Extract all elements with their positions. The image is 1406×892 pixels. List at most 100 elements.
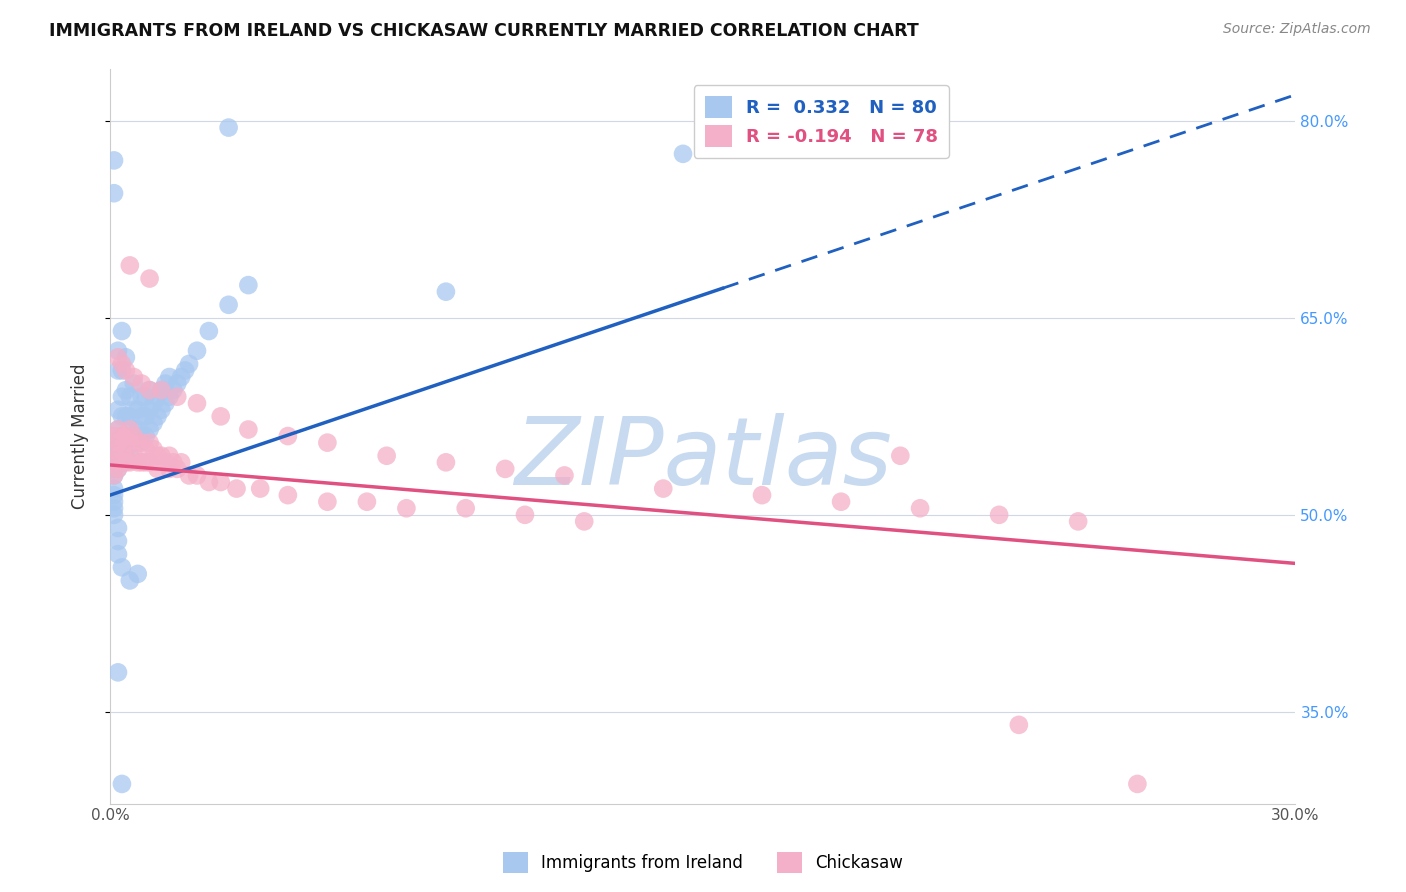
Point <box>107 435 129 450</box>
Point <box>135 442 157 457</box>
Point <box>107 435 129 450</box>
Point <box>111 560 134 574</box>
Point <box>103 449 125 463</box>
Text: IMMIGRANTS FROM IRELAND VS CHICKASAW CURRENTLY MARRIED CORRELATION CHART: IMMIGRANTS FROM IRELAND VS CHICKASAW CUR… <box>49 22 920 40</box>
Point <box>131 376 153 391</box>
Point <box>127 435 149 450</box>
Point <box>277 429 299 443</box>
Point <box>111 363 134 377</box>
Point <box>1008 718 1031 732</box>
Point <box>122 370 145 384</box>
Point <box>209 409 232 424</box>
Point <box>111 455 134 469</box>
Point <box>115 363 138 377</box>
Point <box>131 435 153 450</box>
Point <box>115 442 138 457</box>
Point <box>177 357 200 371</box>
Point <box>135 429 157 443</box>
Point <box>118 259 141 273</box>
Point <box>111 442 134 457</box>
Point <box>1067 515 1090 529</box>
Point <box>135 390 157 404</box>
Point <box>122 402 145 417</box>
Text: Source: ZipAtlas.com: Source: ZipAtlas.com <box>1223 22 1371 37</box>
Point <box>434 285 457 299</box>
Point <box>155 455 177 469</box>
Point <box>238 278 260 293</box>
Point <box>103 442 125 457</box>
Point <box>249 482 271 496</box>
Point <box>574 515 596 529</box>
Point <box>162 455 184 469</box>
Legend: R =  0.332   N = 80, R = -0.194   N = 78: R = 0.332 N = 80, R = -0.194 N = 78 <box>693 85 949 158</box>
Point <box>103 429 125 443</box>
Point <box>186 396 208 410</box>
Point <box>118 574 141 588</box>
Point <box>434 455 457 469</box>
Point <box>135 455 157 469</box>
Point <box>395 501 418 516</box>
Point <box>111 777 134 791</box>
Point <box>157 462 180 476</box>
Point <box>115 429 138 443</box>
Point <box>150 402 173 417</box>
Point <box>177 468 200 483</box>
Point <box>111 390 134 404</box>
Point <box>553 468 575 483</box>
Point <box>150 383 173 397</box>
Point <box>155 376 177 391</box>
Point <box>138 455 160 469</box>
Point <box>107 449 129 463</box>
Point <box>908 501 931 516</box>
Point <box>146 390 169 404</box>
Point <box>454 501 477 516</box>
Point <box>131 390 153 404</box>
Point <box>316 494 339 508</box>
Point <box>238 423 260 437</box>
Point <box>115 383 138 397</box>
Point <box>131 429 153 443</box>
Point <box>155 396 177 410</box>
Point <box>131 455 153 469</box>
Point <box>166 376 188 391</box>
Point <box>170 370 193 384</box>
Point <box>138 383 160 397</box>
Point <box>103 468 125 483</box>
Point <box>115 409 138 424</box>
Point <box>513 508 536 522</box>
Point <box>122 429 145 443</box>
Point <box>166 462 188 476</box>
Point <box>751 488 773 502</box>
Point <box>103 501 125 516</box>
Point <box>174 363 197 377</box>
Point <box>218 298 240 312</box>
Point <box>103 455 125 469</box>
Point <box>107 665 129 680</box>
Point <box>186 468 208 483</box>
Point <box>103 455 125 469</box>
Point <box>157 370 180 384</box>
Point <box>127 566 149 581</box>
Point <box>103 508 125 522</box>
Point <box>198 475 221 489</box>
Point <box>107 462 129 476</box>
Point <box>118 390 141 404</box>
Point <box>107 534 129 549</box>
Point <box>103 494 125 508</box>
Point <box>316 435 339 450</box>
Point <box>107 449 129 463</box>
Point <box>157 449 180 463</box>
Point <box>146 409 169 424</box>
Point <box>198 324 221 338</box>
Point <box>186 343 208 358</box>
Point <box>150 449 173 463</box>
Point <box>1126 777 1149 791</box>
Point <box>225 482 247 496</box>
Point <box>103 186 125 201</box>
Point <box>107 423 129 437</box>
Point <box>107 343 129 358</box>
Point <box>111 442 134 457</box>
Point <box>209 475 232 489</box>
Point <box>111 455 134 469</box>
Point <box>107 547 129 561</box>
